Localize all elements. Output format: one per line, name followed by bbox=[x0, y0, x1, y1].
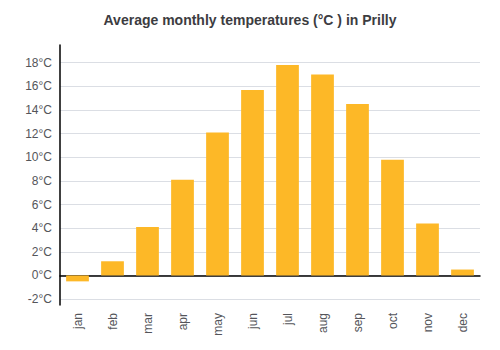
svg-text:jan: jan bbox=[71, 313, 85, 330]
svg-text:aug: aug bbox=[316, 313, 330, 333]
svg-text:jun: jun bbox=[246, 313, 260, 330]
svg-text:feb: feb bbox=[106, 313, 120, 330]
svg-text:6°C: 6°C bbox=[32, 198, 52, 212]
svg-text:12°C: 12°C bbox=[25, 127, 52, 141]
svg-text:10°C: 10°C bbox=[25, 150, 52, 164]
svg-text:apr: apr bbox=[176, 313, 190, 330]
svg-text:16°C: 16°C bbox=[25, 79, 52, 93]
svg-text:may: may bbox=[211, 313, 225, 336]
svg-text:jul: jul bbox=[281, 313, 295, 326]
svg-text:14°C: 14°C bbox=[25, 103, 52, 117]
svg-text:8°C: 8°C bbox=[32, 174, 52, 188]
svg-text:-2°C: -2°C bbox=[28, 292, 52, 306]
svg-text:sep: sep bbox=[351, 313, 365, 333]
svg-text:dec: dec bbox=[456, 313, 470, 332]
svg-text:4°C: 4°C bbox=[32, 221, 52, 235]
svg-text:Average monthly temperatures (: Average monthly temperatures (°C ) in Pr… bbox=[104, 12, 397, 28]
svg-text:18°C: 18°C bbox=[25, 56, 52, 70]
svg-text:0°C: 0°C bbox=[32, 268, 52, 282]
svg-text:nov: nov bbox=[421, 313, 435, 332]
svg-text:oct: oct bbox=[386, 312, 400, 329]
svg-text:mar: mar bbox=[141, 313, 155, 334]
svg-text:2°C: 2°C bbox=[32, 245, 52, 259]
